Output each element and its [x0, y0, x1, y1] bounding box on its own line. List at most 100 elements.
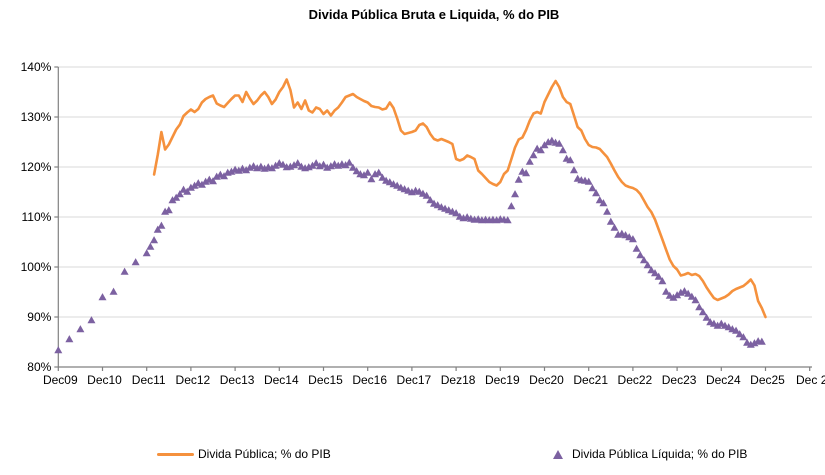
series-divida-publica-liquida-marker [142, 249, 151, 257]
x-tick-label: Dec21 [573, 373, 608, 387]
series-divida-publica-liquida-marker [290, 161, 299, 169]
series-divida-publica-liquida-marker [569, 166, 578, 174]
series-divida-publica-liquida-marker [164, 206, 173, 214]
x-tick-label: Dec13 [220, 373, 255, 387]
series-divida-publica-liquida-marker [341, 161, 350, 169]
series-divida-publica-liquida-marker [658, 277, 667, 285]
series-divida-publica-liquida-marker [687, 292, 696, 300]
series-divida-publica-liquida-marker [183, 187, 192, 195]
series-divida-publica-liquida-marker [525, 157, 534, 165]
series-divida-publica-liquida-marker [592, 189, 601, 197]
series-divida-publica-liquida-marker [558, 146, 567, 154]
series-divida-publica-liquida-marker [426, 196, 435, 204]
series-divida-publica-liquida-marker [98, 293, 107, 301]
series-divida-publica-liquida-marker [662, 287, 671, 295]
series-divida-publica-liquida-marker [87, 316, 96, 324]
plot-area: 80% 90% 100% 110% 120% 130% 140% Dec09 Dec10 Dec1… [21, 60, 825, 387]
series-divida-publica-liquida-marker [673, 291, 682, 299]
series-divida-publica-liquida-marker [654, 272, 663, 280]
chart-legend: Divida Pública; % do PIB Divida Pública … [0, 444, 825, 468]
x-tick-label: Dec10 [87, 373, 122, 387]
x-tick-label: Dec22 [618, 373, 653, 387]
series-divida-publica-liquida-marker [684, 289, 693, 297]
series-divida-publica-liquida-marker [348, 163, 357, 171]
x-tick-label: Dec16 [352, 373, 387, 387]
y-tick-label: 130% [21, 110, 52, 124]
series-divida-publica-liquida-marker [680, 287, 689, 295]
series-divida-publica-liquida-marker [76, 325, 85, 333]
series-divida-publica-liquida-marker [739, 333, 748, 341]
series-divida-publica-liquida-marker [378, 173, 387, 181]
series-divida-publica-liquida-marker [628, 235, 637, 243]
series-divida-publica-liquida-marker [529, 151, 538, 159]
series-divida-publica-liquida-marker [636, 251, 645, 259]
series-divida-publica-liquida-marker [503, 216, 512, 224]
series-divida-publica-liquida-marker [131, 258, 140, 266]
series-divida-publica-liquida-marker [584, 177, 593, 185]
series-divida-publica-liquida-marker [308, 161, 317, 169]
x-tick-label: Dec11 [132, 373, 166, 387]
x-tick-label: Dez18 [441, 373, 476, 387]
series-divida-publica-liquida-marker [702, 313, 711, 321]
series-divida-publica-liquida-marker [319, 160, 328, 168]
series-divida-publica-liquida-marker [293, 159, 302, 167]
series-divida-publica-liquida-marker [452, 209, 461, 217]
series-divida-publica-liquida-marker [757, 337, 766, 345]
series-divida-publica-liquida-marker [312, 159, 321, 167]
series-divida-publica-liquida-marker [201, 177, 210, 185]
series-divida-publica-liquida-marker [750, 339, 759, 347]
series-divida-publica-liquida-marker [150, 236, 159, 244]
series-divida-publica-liquida-marker [197, 180, 206, 188]
series-divida-publica-liquida-marker [153, 225, 162, 233]
series-divida-publica-liquida-marker [54, 346, 63, 354]
x-tick-label: Dec12 [176, 373, 211, 387]
series-divida-publica-liquida-marker [647, 266, 656, 274]
series-divida-publica-liquida-marker [186, 183, 195, 191]
series-divida-publica-liquida-marker [735, 330, 744, 338]
series-divida-publica-liquida-marker [146, 242, 155, 250]
legend-item-divida-publica: Divida Pública; % do PIB [157, 444, 331, 464]
series-divida-publica-liquida-marker [212, 172, 221, 180]
legend-label-divida-publica: Divida Pública; % do PIB [198, 447, 331, 461]
series-divida-publica-liquida-marker [345, 158, 354, 166]
chart-title: Divida Pública Bruta e Liquida, % do PIB [308, 7, 560, 22]
series-divida-publica-line [152, 78, 767, 319]
legend-item-divida-publica-liquida: Divida Pública Líquida; % do PIB [553, 444, 747, 464]
series-divida-publica-liquida-marker [536, 146, 545, 154]
y-tick-label: 80% [27, 360, 51, 374]
series-divida-publica-liquida-marker [65, 335, 74, 343]
series-divida-publica-liquida-marker [643, 261, 652, 269]
series-divida-publica-liquida-marker [555, 139, 564, 147]
series-divida-publica-liquida-marker [732, 326, 741, 334]
series-divida-publica-liquida-marker [422, 191, 431, 199]
series-divida-publica-liquida-marker [209, 177, 217, 185]
x-tick-label: Dec15 [308, 373, 343, 387]
series-divida-publica-liquida-marker [352, 167, 361, 175]
series-divida-publica-liquida-marker [242, 166, 251, 174]
series-divida-publica-liquida-marker [360, 171, 369, 179]
series-divida-publica-liquida-marker [511, 190, 520, 198]
series-divida-publica-liquida-marker [514, 175, 523, 183]
series-divida-publica-liquida-marker [603, 207, 612, 215]
x-tick-label: Dec14 [264, 373, 299, 387]
y-tick-label: 120% [21, 160, 52, 174]
y-tick-label: 90% [27, 310, 51, 324]
series-divida-publica-liquida-marker [157, 221, 166, 229]
series-divida-publica-liquida-marker [595, 196, 604, 204]
x-tick-label: Dec20 [529, 373, 564, 387]
x-tick-label: Dec 2 [796, 373, 825, 387]
series-divida-publica-liquida-marker [227, 167, 236, 175]
series-divida-publica-liquida-marker [651, 269, 659, 277]
x-tick-label: Dec09 [43, 373, 78, 387]
legend-label-divida-publica-liquida: Divida Pública Líquida; % do PIB [572, 447, 748, 461]
series-divida-publica-liquida-marker [363, 168, 372, 176]
series-divida-publica-liquida-marker [234, 166, 243, 174]
series-divida-publica-liquida-marker [278, 160, 287, 168]
series-divida-publica-liquida-marker [566, 156, 575, 164]
orange-line-swatch-icon [157, 452, 194, 456]
series-divida-publica-liquida-marker [168, 196, 177, 204]
series-divida-publica-liquida-marker [367, 175, 376, 183]
series-divida-publica-liquida-marker [606, 217, 615, 225]
series-divida-publica-liquida-marker [669, 293, 678, 301]
